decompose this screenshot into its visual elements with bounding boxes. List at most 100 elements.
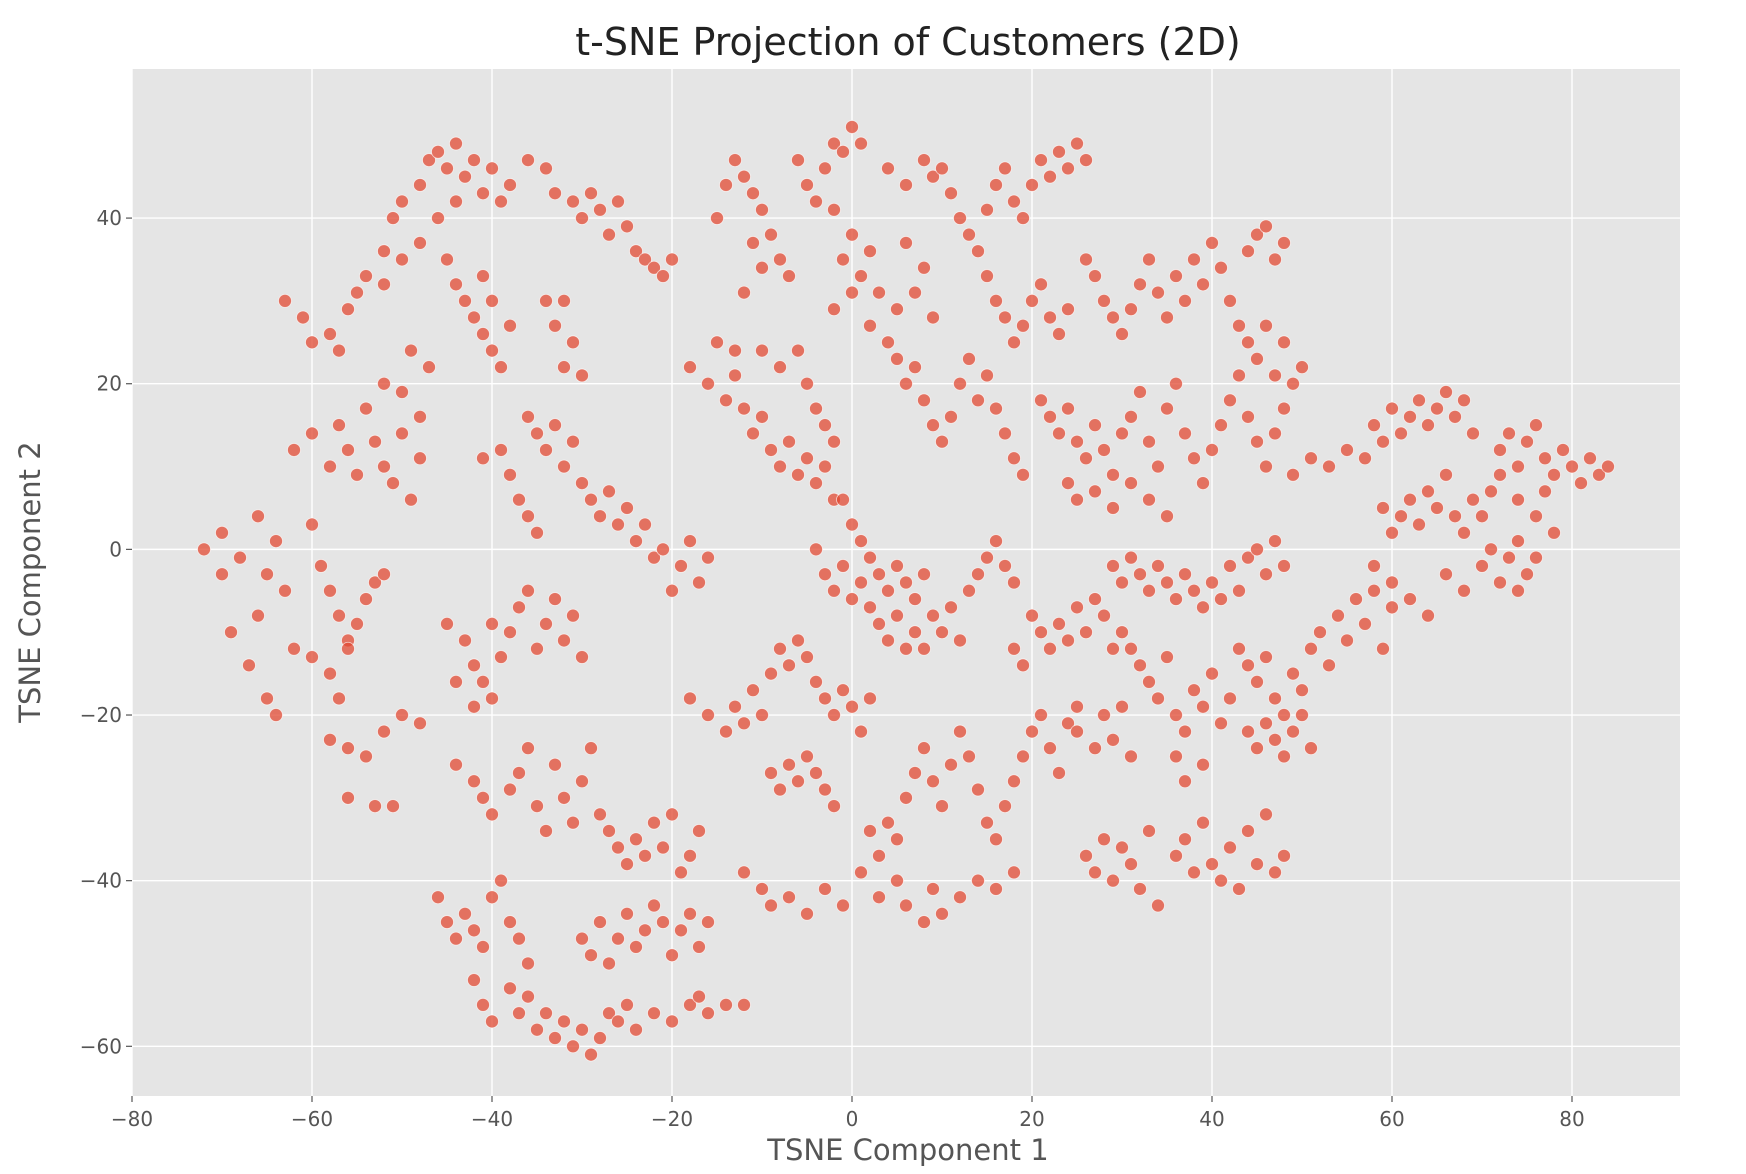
scatter-point: [1169, 708, 1183, 722]
scatter-point: [863, 244, 877, 259]
scatter-point: [998, 161, 1012, 176]
scatter-point: [1196, 757, 1210, 772]
scatter-point: [926, 608, 940, 623]
scatter-point: [917, 915, 931, 929]
scatter-point: [1385, 525, 1399, 540]
scatter-point: [467, 310, 481, 325]
scatter-point: [899, 178, 913, 192]
scatter-point: [854, 724, 868, 739]
scatter-point: [503, 981, 517, 996]
scatter-point: [557, 360, 571, 375]
scatter-point: [1205, 443, 1219, 457]
scatter-point: [1484, 542, 1498, 557]
scatter-point: [980, 550, 994, 565]
scatter-point: [755, 708, 769, 722]
scatter-point: [215, 525, 229, 540]
scatter-point: [1061, 716, 1075, 731]
scatter-point: [449, 757, 463, 772]
scatter-point: [539, 161, 553, 176]
scatter-point: [1349, 592, 1363, 606]
x-axis-ticks: −80 −60 −40 −20 0 20 40 60 80: [111, 1096, 1585, 1131]
scatter-point: [1241, 244, 1255, 259]
x-tick-label: 80: [1559, 1107, 1584, 1131]
scatter-point: [494, 194, 508, 209]
scatter-point: [656, 542, 670, 557]
scatter-point: [323, 666, 337, 681]
scatter-point: [539, 824, 553, 838]
scatter-point: [305, 426, 319, 441]
scatter-point: [809, 766, 823, 780]
scatter-point: [1088, 418, 1102, 433]
scatter-point: [1250, 857, 1264, 871]
scatter-point: [548, 1031, 562, 1045]
scatter-point: [953, 633, 967, 648]
scatter-point: [746, 426, 760, 441]
scatter-point: [485, 890, 499, 905]
scatter-point: [845, 592, 859, 606]
scatter-point: [1025, 724, 1039, 739]
scatter-point: [1160, 509, 1174, 524]
scatter-point: [1151, 459, 1165, 474]
y-axis-ticks: −60 −40 −20 0 20 40: [80, 206, 132, 1058]
scatter-point: [1322, 658, 1336, 673]
scatter-point: [899, 236, 913, 250]
scatter-point: [899, 575, 913, 590]
scatter-point: [773, 252, 787, 267]
scatter-point: [1403, 492, 1417, 507]
scatter-point: [1187, 451, 1201, 466]
scatter-point: [746, 236, 760, 250]
scatter-point: [557, 294, 571, 308]
scatter-point: [908, 766, 922, 780]
scatter-point: [1133, 658, 1147, 673]
scatter-point: [800, 451, 814, 466]
scatter-point: [1547, 525, 1561, 540]
scatter-point: [1493, 575, 1507, 590]
scatter-point: [269, 534, 283, 548]
scatter-point: [1511, 492, 1525, 507]
scatter-point: [710, 335, 724, 350]
scatter-point: [935, 799, 949, 814]
scatter-point: [827, 202, 841, 217]
scatter-point: [917, 641, 931, 656]
scatter-point: [557, 633, 571, 648]
scatter-point: [1007, 575, 1021, 590]
scatter-point: [1052, 617, 1066, 631]
scatter-point: [431, 144, 445, 159]
scatter-point: [1007, 774, 1021, 789]
scatter-point: [521, 956, 535, 971]
scatter-point: [1592, 467, 1606, 482]
scatter-point: [1151, 559, 1165, 573]
scatter-point: [1439, 385, 1453, 399]
scatter-point: [1124, 409, 1138, 424]
scatter-point: [1223, 691, 1237, 706]
scatter-point: [1133, 385, 1147, 399]
scatter-point: [1178, 832, 1192, 847]
scatter-point: [1241, 724, 1255, 739]
scatter-point: [1421, 608, 1435, 623]
scatter-point: [1457, 393, 1471, 408]
scatter-point: [701, 915, 715, 929]
scatter-point: [1268, 252, 1282, 267]
scatter-point: [782, 434, 796, 449]
scatter-point: [1133, 277, 1147, 292]
scatter-point: [395, 708, 409, 722]
scatter-point: [1079, 625, 1093, 640]
scatter-point: [1259, 219, 1273, 234]
scatter-point: [620, 997, 634, 1012]
scatter-point: [1205, 857, 1219, 871]
scatter-point: [971, 244, 985, 259]
scatter-point: [1178, 774, 1192, 789]
scatter-point: [1367, 418, 1381, 433]
scatter-point: [755, 260, 769, 275]
scatter-point: [341, 641, 355, 656]
scatter-point: [539, 443, 553, 457]
scatter-point: [1025, 294, 1039, 308]
scatter-point: [638, 923, 652, 938]
scatter-point: [305, 335, 319, 350]
scatter-point: [971, 393, 985, 408]
scatter-point: [557, 790, 571, 805]
scatter-point: [809, 401, 823, 416]
scatter-point: [728, 343, 742, 358]
scatter-point: [827, 136, 841, 151]
scatter-point: [1079, 252, 1093, 267]
